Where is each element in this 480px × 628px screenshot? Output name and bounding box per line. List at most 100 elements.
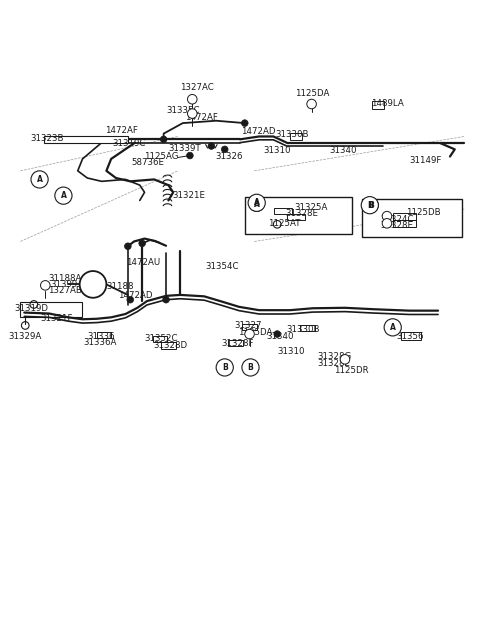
Bar	[362, 200, 462, 237]
Text: 1327AC: 1327AC	[180, 83, 214, 92]
Circle shape	[80, 271, 107, 298]
Text: 31340: 31340	[330, 146, 357, 155]
Circle shape	[307, 99, 316, 109]
Bar	[274, 208, 292, 215]
Bar	[20, 301, 82, 317]
Text: 31329A: 31329A	[9, 332, 42, 342]
Text: 58736E: 58736E	[131, 158, 164, 167]
Circle shape	[250, 197, 264, 212]
Bar	[393, 220, 416, 227]
Text: 31339T: 31339T	[168, 144, 201, 153]
Text: 31330B: 31330B	[287, 325, 320, 333]
Text: 31328F: 31328F	[221, 339, 253, 348]
Text: B: B	[368, 201, 374, 210]
Bar	[242, 324, 257, 330]
Circle shape	[241, 120, 248, 126]
Text: 31321E: 31321E	[172, 191, 205, 200]
Text: 31336A: 31336A	[84, 338, 117, 347]
Circle shape	[216, 359, 233, 376]
Circle shape	[221, 146, 228, 153]
Text: A: A	[390, 323, 396, 332]
Bar	[300, 325, 315, 332]
Circle shape	[160, 136, 167, 143]
Text: 31310: 31310	[263, 146, 290, 155]
Circle shape	[382, 212, 392, 221]
Bar	[245, 197, 352, 234]
Text: B: B	[367, 201, 372, 210]
Circle shape	[163, 296, 169, 303]
Text: 31328D: 31328D	[153, 341, 187, 350]
Text: 1472AU: 1472AU	[126, 258, 161, 267]
Circle shape	[384, 319, 401, 336]
Bar	[228, 340, 243, 346]
Circle shape	[248, 194, 265, 212]
Circle shape	[124, 243, 131, 249]
Circle shape	[188, 94, 197, 104]
Circle shape	[382, 219, 392, 228]
Circle shape	[245, 329, 254, 339]
Bar	[161, 342, 176, 349]
Text: 31328E: 31328E	[317, 359, 350, 367]
Text: 1125DA: 1125DA	[238, 328, 272, 337]
Text: A: A	[254, 200, 260, 208]
Text: 31321F: 31321F	[40, 314, 73, 323]
Circle shape	[364, 198, 378, 212]
Text: 1489LA: 1489LA	[371, 99, 404, 107]
Text: B: B	[222, 363, 228, 372]
Circle shape	[361, 197, 378, 214]
Text: 31335C: 31335C	[166, 106, 200, 115]
Text: 31328E: 31328E	[381, 221, 414, 230]
Text: 31149F: 31149F	[409, 156, 442, 165]
Text: 1125DA: 1125DA	[295, 89, 329, 97]
Text: 31328G: 31328G	[317, 352, 351, 362]
Text: 31354C: 31354C	[205, 262, 239, 271]
Bar	[401, 332, 421, 340]
Circle shape	[274, 331, 281, 337]
Text: 31319C: 31319C	[112, 139, 145, 148]
Circle shape	[340, 355, 350, 364]
Text: 31324C: 31324C	[381, 215, 414, 224]
Text: 31319D: 31319D	[15, 304, 49, 313]
Text: A: A	[36, 175, 43, 184]
Text: 31336: 31336	[87, 332, 115, 341]
Text: 31188A: 31188A	[48, 274, 82, 283]
Text: 1472AF: 1472AF	[185, 113, 218, 122]
Circle shape	[188, 109, 197, 118]
Text: 31399: 31399	[50, 280, 77, 289]
Circle shape	[55, 187, 72, 204]
Text: 31352C: 31352C	[144, 334, 178, 344]
Circle shape	[127, 296, 133, 303]
Text: 31325A: 31325A	[294, 203, 327, 212]
Text: 31327: 31327	[234, 321, 262, 330]
Bar	[290, 133, 302, 140]
Bar	[287, 214, 305, 220]
Text: 31330B: 31330B	[276, 130, 309, 139]
Text: 1327AB: 1327AB	[48, 286, 82, 295]
Circle shape	[208, 143, 215, 149]
Text: 1125DR: 1125DR	[335, 366, 369, 375]
Circle shape	[187, 152, 193, 159]
Text: 1472AD: 1472AD	[241, 127, 276, 136]
Bar	[153, 336, 167, 342]
Text: 31326: 31326	[215, 153, 243, 161]
Bar	[44, 136, 128, 143]
Text: 1125AT: 1125AT	[268, 219, 300, 228]
Bar	[393, 213, 416, 220]
Circle shape	[40, 281, 50, 290]
Text: A: A	[254, 198, 260, 207]
Text: 31328E: 31328E	[285, 209, 318, 219]
Circle shape	[139, 240, 145, 247]
Text: 1472AF: 1472AF	[106, 126, 138, 135]
Circle shape	[242, 359, 259, 376]
Text: 31188: 31188	[107, 282, 134, 291]
Text: A: A	[60, 191, 66, 200]
Text: 31340: 31340	[266, 332, 294, 342]
Circle shape	[31, 171, 48, 188]
Text: 1125AG: 1125AG	[144, 153, 178, 161]
Text: 31356: 31356	[396, 332, 424, 342]
Text: 1472AD: 1472AD	[118, 291, 153, 300]
Text: B: B	[248, 363, 253, 372]
Text: 31323B: 31323B	[30, 134, 63, 143]
Bar	[372, 101, 384, 109]
Text: 1125DB: 1125DB	[406, 208, 440, 217]
